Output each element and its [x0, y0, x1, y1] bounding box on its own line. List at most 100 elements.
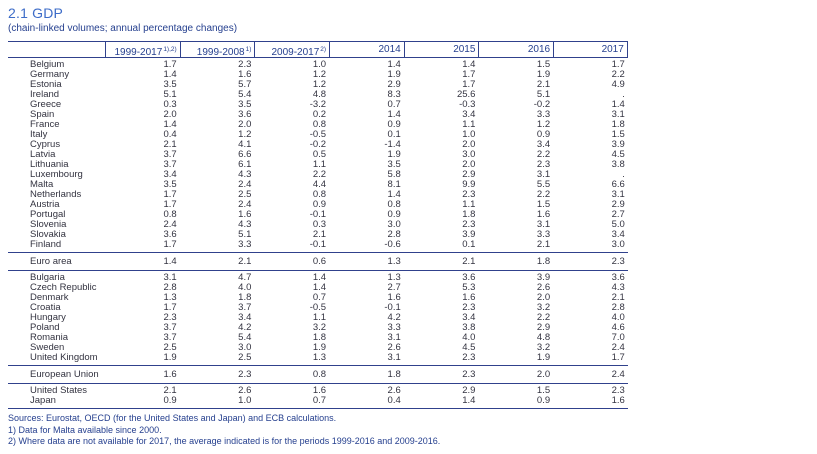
cell-value: 1.0	[462, 129, 476, 140]
cell-value: 3.4	[611, 229, 625, 240]
column-header: 2009-20172)	[254, 42, 329, 58]
cell-value: 2.2	[536, 312, 551, 323]
cell-value: 4.1	[238, 139, 252, 150]
cell-value: 1.6	[312, 385, 327, 396]
table-row: Ireland 5.1 5.4 4.8 8.3 25.6 5.1.	[8, 90, 628, 100]
cell-value: 0.4	[387, 395, 401, 406]
cell-value: 4.9	[611, 79, 625, 90]
cell-value: 4.5	[462, 342, 476, 353]
table-row: Romania 3.7 5.4 1.8 3.1 4.0 4.8 7.0	[8, 333, 628, 343]
cell-value: 2.3	[462, 219, 476, 230]
page-subtitle: (chain-linked volumes; annual percentage…	[8, 23, 238, 34]
cell-value: 5.8	[387, 169, 401, 180]
cell-value: 3.6	[611, 272, 625, 283]
cell-value: 2.9	[462, 385, 476, 396]
row-label: Hungary	[30, 312, 66, 323]
cell-value: 0.9	[387, 209, 401, 220]
cell-value: 5.4	[238, 332, 252, 343]
cell-value: 0.9	[536, 395, 551, 406]
footnotes: Sources: Eurostat, OECD (for the United …	[8, 413, 817, 448]
row-label: Denmark	[30, 292, 69, 303]
cell-value: 2.0	[462, 139, 476, 150]
cell-value: 1.4	[387, 189, 401, 200]
cell-value: 3.2	[536, 302, 551, 313]
cell-value: 1.8	[462, 209, 476, 220]
cell-value: 0.9	[312, 199, 327, 210]
cell-value: 1.4	[163, 69, 177, 80]
row-label: Poland	[30, 322, 60, 333]
table-row: Cyprus 2.1 4.1 -0.2 -1.4 2.0 3.4 3.9	[8, 140, 628, 150]
column-header: 2015	[403, 42, 479, 57]
cell-value: 2.2	[536, 189, 551, 200]
cell-value: 1.7	[611, 59, 625, 70]
cell-value: 2.1	[536, 239, 551, 250]
cell-value: 3.4	[163, 169, 177, 180]
cell-value: 6.6	[238, 149, 252, 160]
cell-value: 4.3	[238, 219, 252, 230]
footnote-marker: 2)	[320, 46, 327, 53]
cell-value: 2.4	[238, 199, 252, 210]
cell-value: 1.7	[611, 352, 625, 363]
cell-value: 3.5	[163, 179, 177, 190]
cell-value: 0.4	[163, 129, 177, 140]
cell-value: 3.6	[462, 272, 476, 283]
cell-value: 0.9	[536, 129, 551, 140]
cell-value: -1.4	[384, 139, 401, 150]
cell-value: 3.9	[611, 139, 625, 150]
cell-value: 1.8	[536, 256, 551, 267]
cell-value: .	[622, 169, 625, 180]
cell-value: 2.9	[387, 79, 401, 90]
cell-value: 1.7	[163, 239, 177, 250]
row-label: Finland	[30, 239, 62, 250]
cell-value: 25.6	[456, 89, 476, 100]
cell-value: 3.9	[536, 272, 551, 283]
cell-value: 2.1	[462, 256, 476, 267]
sources-line: Sources: Eurostat, OECD (for the United …	[8, 413, 337, 423]
cell-value: 0.9	[163, 395, 177, 406]
row-label: Bulgaria	[30, 272, 65, 283]
cell-value: 0.8	[312, 189, 327, 200]
gdp-table: 1999-20171),2) 1999-20081) 2009-20172) 2014…	[8, 41, 628, 409]
cell-value: 3.0	[611, 239, 625, 250]
row-label: Germany	[30, 69, 70, 80]
cell-value: 1.2	[238, 129, 252, 140]
cell-value: 0.7	[387, 99, 401, 110]
column-header: 1999-20171),2)	[105, 42, 180, 58]
cell-value: 1.5	[611, 129, 625, 140]
cell-value: 3.2	[536, 342, 551, 353]
cell-value: 4.0	[611, 312, 625, 323]
row-label: Latvia	[30, 149, 56, 160]
table-row: Euro area 1.4 2.1 0.6 1.3 2.1 1.8 2.3	[8, 255, 628, 268]
table-row: Slovakia 3.6 5.1 2.1 2.8 3.9 3.3 3.4	[8, 230, 628, 240]
cell-value: 2.0	[536, 292, 551, 303]
cell-value: 1.7	[462, 79, 476, 90]
cell-value: 1.6	[462, 292, 476, 303]
cell-value: 1.4	[312, 282, 327, 293]
cell-value: 0.3	[312, 219, 327, 230]
row-label: Cyprus	[30, 139, 61, 150]
cell-value: -0.1	[309, 239, 327, 250]
page-title: 2.1 GDP	[8, 5, 64, 21]
table-row: Italy 0.4 1.2 -0.5 0.1 1.0 0.9 1.5	[8, 130, 628, 140]
table-body: Belgium 1.7 2.3 1.0 1.4 1.4 1.5 1.7 Germany 1.4 1.…	[8, 58, 628, 409]
cell-value: 4.8	[536, 332, 551, 343]
column-header: 1999-20081)	[179, 42, 255, 58]
column-header: 2014	[329, 42, 404, 57]
cell-value: 3.6	[238, 109, 252, 120]
cell-value: 1.7	[462, 69, 476, 80]
cell-value: 3.1	[387, 332, 401, 343]
cell-value: 3.5	[163, 79, 177, 90]
cell-value: 3.1	[611, 189, 625, 200]
cell-value: 1.2	[536, 119, 551, 130]
row-label: Portugal	[30, 209, 66, 220]
table-row: Czech Republic 2.8 4.0 1.4 2.7 5.3 2.6 4.3	[8, 283, 628, 293]
footnote-1: 1) Data for Malta available since 2000.	[8, 424, 162, 435]
cell-value: 1.1	[462, 199, 476, 210]
cell-value: -0.1	[309, 209, 327, 220]
cell-value: 3.2	[312, 322, 327, 333]
table-row: Estonia 3.5 5.7 1.2 2.9 1.7 2.1 4.9	[8, 80, 628, 90]
footnote-2: 2) Where data are not available for 2017…	[8, 436, 441, 446]
table-row: Malta 3.5 2.4 4.4 8.1 9.9 5.5 6.6	[8, 180, 628, 190]
cell-value: 4.4	[312, 179, 327, 190]
